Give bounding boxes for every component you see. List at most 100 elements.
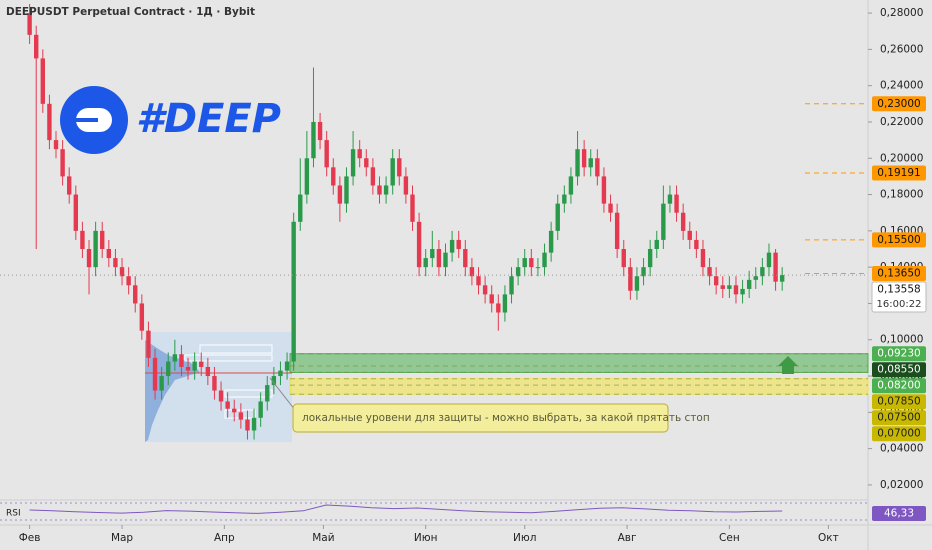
annotation-connector (269, 377, 296, 411)
price-tag (872, 232, 926, 248)
candle-body (390, 158, 395, 186)
candle-body (522, 258, 527, 268)
logo-text: #DEEP (136, 96, 281, 142)
candle-body (773, 252, 778, 282)
price-tag (871, 281, 927, 313)
candle-body (766, 252, 772, 268)
candle-body (416, 221, 422, 268)
annotation-box (292, 403, 669, 433)
candle-body (700, 249, 706, 268)
candle-body (364, 158, 369, 168)
candle-body (27, 13, 32, 35)
logo-glyph (76, 118, 98, 122)
rsi-label: RSI (6, 509, 21, 519)
candle-body (397, 158, 402, 177)
price-tag (872, 410, 926, 426)
candle-body (284, 361, 290, 371)
candle-body (535, 267, 541, 269)
price-tag-countdown: 16:00:22 (877, 299, 922, 310)
arrow-up (778, 356, 798, 374)
y-tick-label: 0,20000 (880, 152, 923, 164)
candle-body (47, 103, 52, 141)
candle-body (614, 212, 620, 250)
candle-body (449, 239, 455, 253)
candle-body (680, 212, 686, 231)
candle-body (568, 176, 574, 195)
rsi-line (29, 504, 783, 514)
candle-body (707, 267, 712, 277)
candle-body (628, 267, 633, 291)
candle-body (740, 288, 745, 295)
candle-body (53, 140, 59, 150)
x-tick-label: Мар (111, 532, 133, 544)
profile-range (184, 354, 273, 362)
price-tag (872, 426, 926, 442)
price-tag-label: 0,08200 (877, 380, 920, 392)
x-tick-label: Авг (618, 532, 637, 544)
candle-body (199, 361, 204, 367)
candle-body (271, 376, 277, 386)
price-tag-label: 0,07000 (877, 428, 920, 440)
candle-body (298, 194, 303, 222)
candle-body (86, 249, 92, 268)
candle-body (575, 149, 580, 177)
candle-body (601, 176, 607, 204)
price-tag (872, 378, 926, 394)
candle-body (73, 194, 79, 231)
candle-body (218, 390, 224, 402)
candle-body (667, 194, 673, 204)
price-tag-label: 0,13558 (877, 284, 920, 296)
candle-body (634, 276, 640, 291)
candle-body (324, 140, 329, 168)
price-tag (872, 96, 926, 112)
candle-body (779, 275, 785, 282)
price-tag-label: 0,07500 (877, 412, 920, 424)
candle-body (146, 330, 151, 358)
price-tag (872, 165, 926, 181)
candle-body (245, 419, 250, 431)
candle-body (674, 194, 679, 213)
candle-body (251, 417, 257, 431)
price-tag-label: 0,23000 (877, 98, 920, 110)
candle-body (60, 149, 65, 177)
annotation-text: локальные уровени для защиты - можно выб… (302, 412, 710, 424)
candles (27, 3, 785, 440)
candle-body (403, 176, 409, 195)
candle-body (34, 34, 39, 59)
price-tag (872, 346, 926, 362)
candle-body (430, 249, 435, 259)
candle-body (641, 267, 646, 277)
x-tick-label: Фев (19, 532, 41, 544)
candle-body (529, 258, 534, 268)
candle-body (687, 230, 692, 240)
candle-body (350, 149, 356, 177)
price-tag-label: 0,13650 (877, 268, 920, 280)
zone (289, 378, 869, 395)
candle-body (67, 176, 72, 195)
candle-body (733, 285, 739, 295)
y-tick-label: 0,02000 (880, 479, 923, 491)
candle-body (212, 376, 217, 391)
chart-title: DEEPUSDT Perpetual Contract · 1Д · Bybit (6, 6, 255, 18)
candle-body (337, 185, 343, 204)
x-tick-label: Май (312, 532, 334, 544)
candle-body (456, 239, 461, 250)
candle-body (232, 408, 237, 413)
candle-body (139, 303, 145, 331)
candle-body (548, 230, 554, 253)
candle-body (760, 267, 765, 277)
candle-body (482, 285, 488, 295)
candle-body (166, 361, 171, 377)
price-tag-label: 0,19191 (877, 167, 920, 179)
candle-body (562, 194, 567, 204)
candle-body (555, 203, 560, 231)
candle-body (727, 285, 732, 289)
candle-body (753, 276, 758, 280)
price-tag-label: 0,07850 (877, 396, 920, 408)
candle-body (291, 221, 296, 362)
candle-body (100, 230, 105, 250)
y-tick-label: 0,26000 (880, 43, 923, 55)
candle-body (509, 276, 514, 295)
candle-body (608, 203, 613, 213)
x-tick-label: Апр (214, 532, 235, 544)
